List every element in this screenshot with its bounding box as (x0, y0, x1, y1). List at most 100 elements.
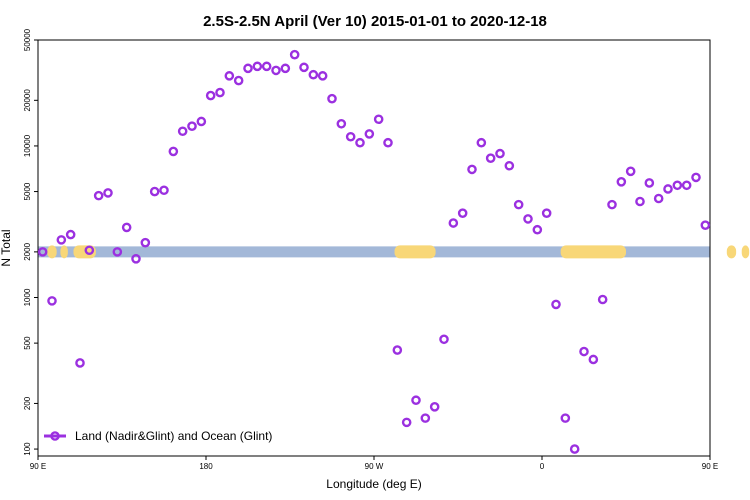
legend-label: Land (Nadir&Glint) and Ocean (Glint) (75, 429, 272, 443)
data-point (261, 61, 272, 72)
data-point (448, 218, 459, 228)
y-tick-label: 1000 (23, 288, 32, 306)
data-point (47, 296, 57, 306)
data-point (215, 87, 225, 98)
band-land-segment (60, 245, 68, 259)
data-point (420, 413, 431, 423)
data-point (560, 413, 571, 423)
data-point (336, 118, 347, 129)
data-point (579, 346, 589, 357)
x-tick-label: 90 W (365, 462, 384, 471)
data-point (224, 71, 235, 81)
data-point (476, 137, 487, 148)
data-point (551, 299, 561, 310)
data-point (625, 166, 636, 177)
x-tick-label: 180 (199, 462, 213, 471)
data-point (131, 254, 141, 264)
y-tick-label: 50000 (23, 28, 32, 51)
data-point (103, 188, 113, 198)
data-point (289, 49, 300, 60)
data-point (672, 180, 683, 191)
data-point (364, 129, 375, 139)
data-point (93, 190, 104, 201)
band-land-segment (726, 245, 737, 259)
data-point (112, 247, 123, 257)
data-point (56, 235, 67, 245)
data-point (485, 153, 496, 164)
data-points (37, 49, 711, 454)
data-point (299, 62, 309, 73)
x-axis-label: Longitude (deg E) (326, 477, 421, 491)
y-tick-label: 500 (23, 336, 32, 350)
data-point (159, 185, 169, 196)
y-tick-label: 2000 (23, 242, 32, 260)
data-point (252, 61, 263, 72)
data-point (439, 334, 449, 345)
data-point (121, 222, 132, 233)
data-point (243, 63, 253, 74)
data-point (681, 180, 692, 191)
data-point (345, 131, 356, 142)
data-point (504, 160, 515, 171)
data-point (569, 444, 580, 454)
data-point (588, 354, 599, 365)
data-point (663, 184, 673, 194)
surface-type-band (38, 245, 750, 259)
data-point (205, 90, 216, 101)
data-point (467, 164, 477, 175)
data-point (196, 116, 207, 127)
data-point (541, 208, 552, 218)
x-tick-label: 90 E (702, 462, 718, 471)
data-point (149, 186, 160, 197)
x-axis: 90 E 180 90 W 0 90 E (30, 456, 718, 471)
data-point (691, 172, 701, 183)
data-point (700, 220, 711, 230)
band-land-segment (73, 245, 96, 259)
y-tick-label: 20000 (23, 89, 32, 112)
data-point (411, 395, 421, 406)
data-point (523, 214, 533, 224)
data-point (457, 208, 468, 218)
band-ocean (38, 246, 710, 258)
y-axis-label: N Total (0, 229, 13, 266)
data-point (308, 69, 319, 80)
data-point (532, 224, 543, 235)
x-tick-label: 0 (540, 462, 545, 471)
legend-marker (50, 431, 60, 441)
data-point (187, 121, 197, 131)
data-point (65, 229, 76, 240)
data-point (373, 114, 384, 125)
y-tick-label: 100 (23, 442, 32, 456)
y-tick-label: 10000 (23, 134, 32, 157)
data-point (271, 65, 281, 76)
data-point (383, 137, 393, 148)
data-point (140, 237, 151, 248)
data-point (616, 176, 627, 187)
data-point (177, 126, 188, 137)
chart-title: 2.5S-2.5N April (Ver 10) 2015-01-01 to 2… (203, 13, 547, 30)
y-axis: 100 200 500 1000 2000 5000 10000 20000 50000 (23, 28, 38, 456)
data-point (401, 417, 412, 428)
band-land-segment (560, 245, 626, 259)
data-point (37, 247, 48, 257)
y-tick-label: 5000 (23, 182, 32, 200)
data-point (644, 178, 655, 188)
data-point (317, 71, 328, 81)
data-point (355, 137, 365, 148)
data-point (327, 93, 337, 104)
y-tick-label: 200 (23, 396, 32, 410)
band-land-segment (741, 245, 750, 259)
data-point (392, 345, 403, 355)
data-point (84, 245, 95, 256)
data-point (597, 294, 608, 305)
band-land-segment (47, 245, 57, 259)
data-point (653, 193, 664, 204)
data-point (635, 196, 645, 207)
data-point (495, 148, 505, 159)
x-tick-label: 90 E (30, 462, 46, 471)
data-point (233, 75, 244, 86)
legend: Land (Nadir&Glint) and Ocean (Glint) (44, 429, 272, 443)
data-point (75, 358, 85, 368)
data-point (513, 199, 524, 210)
